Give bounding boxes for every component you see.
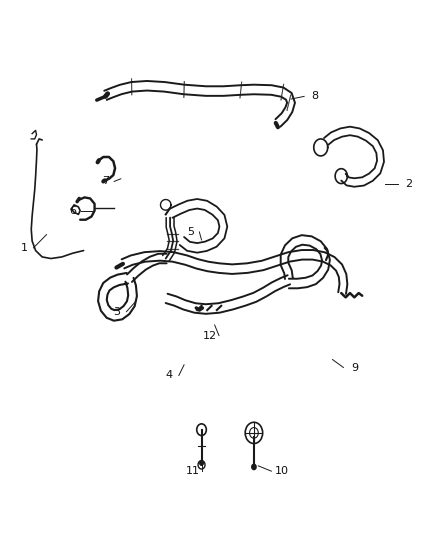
Text: 1: 1 — [21, 243, 28, 253]
Text: 5: 5 — [187, 227, 194, 237]
Text: 2: 2 — [405, 179, 413, 189]
Circle shape — [200, 461, 203, 465]
Text: 3: 3 — [113, 306, 120, 317]
Text: 10: 10 — [276, 466, 290, 476]
Text: 6: 6 — [69, 206, 76, 216]
Text: 4: 4 — [165, 370, 172, 381]
Circle shape — [252, 464, 256, 470]
Text: 11: 11 — [186, 466, 200, 476]
Text: 9: 9 — [351, 362, 358, 373]
Text: 7: 7 — [102, 176, 109, 187]
Text: 8: 8 — [311, 91, 318, 101]
Text: 12: 12 — [203, 330, 217, 341]
